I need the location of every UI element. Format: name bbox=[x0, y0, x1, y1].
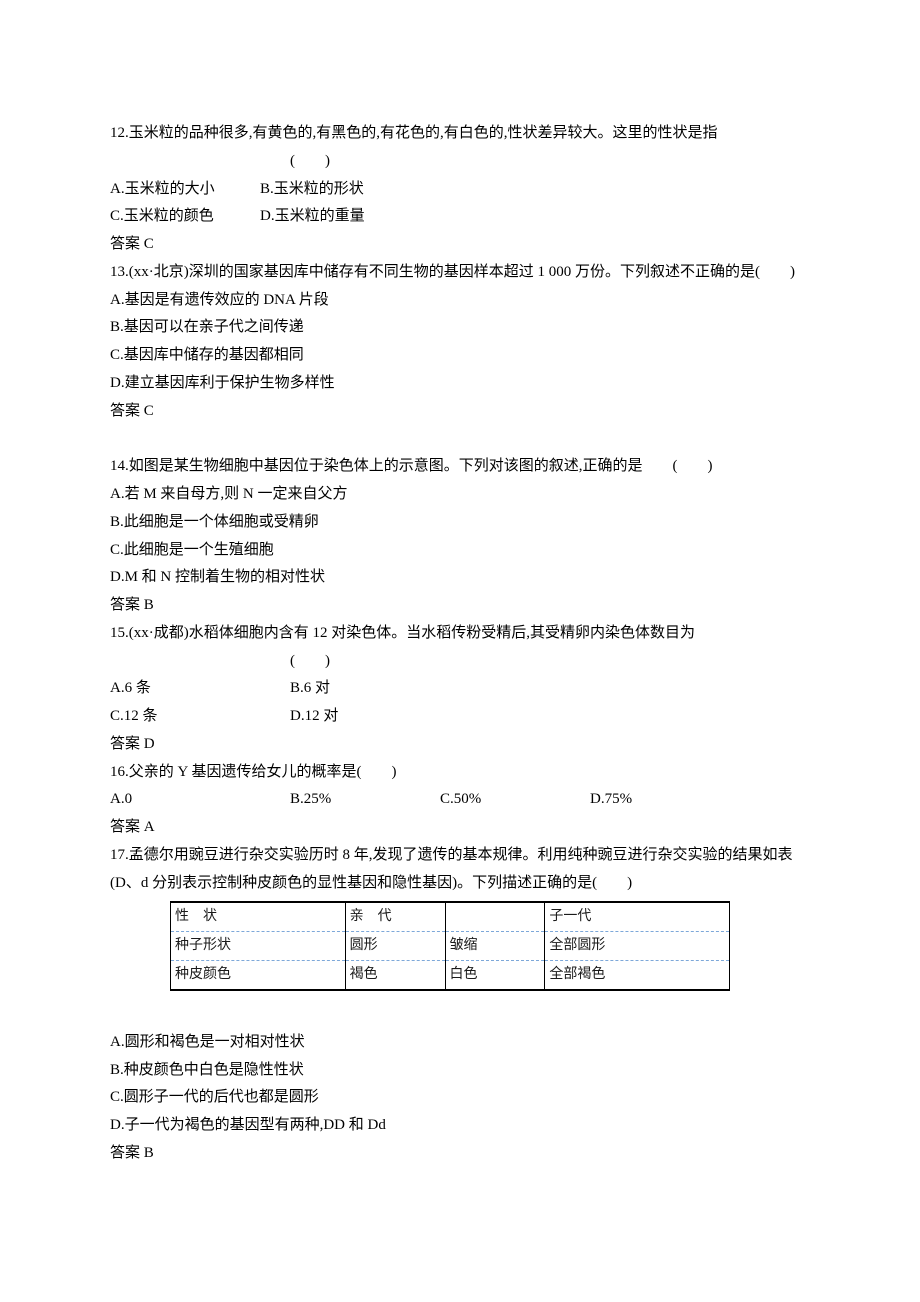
q14-stem: 14.如图是某生物细胞中基因位于染色体上的示意图。下列对该图的叙述,正确的是 (… bbox=[110, 453, 810, 481]
table-row: 种子形状 圆形 皱缩 全部圆形 bbox=[171, 932, 730, 961]
q12-text: 玉米粒的品种很多,有黄色的,有黑色的,有花色的,有白色的,性状差异较大。这里的性… bbox=[129, 125, 718, 141]
q14-text: 如图是某生物细胞中基因位于染色体上的示意图。下列对该图的叙述,正确的是 ( ) bbox=[129, 458, 713, 474]
q12-stem: 12.玉米粒的品种很多,有黄色的,有黑色的,有花色的,有白色的,性状差异较大。这… bbox=[110, 120, 810, 148]
q17-stem: 17.孟德尔用豌豆进行杂交实验历时 8 年,发现了遗传的基本规律。利用纯种豌豆进… bbox=[110, 842, 810, 898]
q16-opt-b: B.25% bbox=[290, 786, 440, 814]
q13-text: (xx·北京)深圳的国家基因库中储存有不同生物的基因样本超过 1 000 万份。… bbox=[129, 264, 795, 280]
q13-opt-d: D.建立基因库利于保护生物多样性 bbox=[110, 370, 810, 398]
q15-answer: 答案 D bbox=[110, 731, 810, 759]
table-cell: 种子形状 bbox=[171, 932, 346, 961]
table-cell: 褐色 bbox=[345, 961, 445, 990]
q12-opt-b: B.玉米粒的形状 bbox=[260, 176, 410, 204]
q15-text: (xx·成都)水稻体细胞内含有 12 对染色体。当水稻传粉受精后,其受精卵内染色… bbox=[129, 625, 695, 641]
q15-stem: 15.(xx·成都)水稻体细胞内含有 12 对染色体。当水稻传粉受精后,其受精卵… bbox=[110, 620, 810, 648]
q17-opt-a: A.圆形和褐色是一对相对性状 bbox=[110, 1029, 810, 1057]
table-cell: 性 状 bbox=[171, 902, 346, 931]
q16-stem: 16.父亲的 Y 基因遗传给女儿的概率是( ) bbox=[110, 759, 810, 787]
q14-answer: 答案 B bbox=[110, 592, 810, 620]
table-cell: 全部圆形 bbox=[545, 932, 730, 961]
q17-opt-b: B.种皮颜色中白色是隐性性状 bbox=[110, 1057, 810, 1085]
table-cell: 皱缩 bbox=[445, 932, 545, 961]
q14-num: 14. bbox=[110, 458, 129, 474]
q17-text: 孟德尔用豌豆进行杂交实验历时 8 年,发现了遗传的基本规律。利用纯种豌豆进行杂交… bbox=[110, 847, 793, 891]
q17-table: 性 状 亲 代 子一代 种子形状 圆形 皱缩 全部圆形 种皮颜色 褐色 白色 全… bbox=[170, 901, 730, 991]
q16-opts: A.0 B.25% C.50% D.75% bbox=[110, 786, 810, 814]
q12-opts-row2: C.玉米粒的颜色 D.玉米粒的重量 bbox=[110, 203, 810, 231]
q17-answer: 答案 B bbox=[110, 1140, 810, 1168]
table-cell: 圆形 bbox=[345, 932, 445, 961]
q15-paren: ( ) bbox=[110, 648, 810, 676]
q12-opt-d: D.玉米粒的重量 bbox=[260, 203, 410, 231]
q14-opt-d: D.M 和 N 控制着生物的相对性状 bbox=[110, 564, 810, 592]
q13-answer: 答案 C bbox=[110, 398, 810, 426]
table-cell: 白色 bbox=[445, 961, 545, 990]
q17-opt-d: D.子一代为褐色的基因型有两种,DD 和 Dd bbox=[110, 1112, 810, 1140]
q16-text: 父亲的 Y 基因遗传给女儿的概率是( ) bbox=[129, 764, 397, 780]
q13-num: 13. bbox=[110, 264, 129, 280]
q16-answer: 答案 A bbox=[110, 814, 810, 842]
q13-opt-b: B.基因可以在亲子代之间传递 bbox=[110, 314, 810, 342]
q12-opt-c: C.玉米粒的颜色 bbox=[110, 203, 260, 231]
q15-opt-a: A.6 条 bbox=[110, 675, 290, 703]
q16-opt-a: A.0 bbox=[110, 786, 290, 814]
q12-answer: 答案 C bbox=[110, 231, 810, 259]
table-cell: 种皮颜色 bbox=[171, 961, 346, 990]
q15-opt-b: B.6 对 bbox=[290, 675, 470, 703]
table-cell: 子一代 bbox=[545, 902, 730, 931]
q15-opt-d: D.12 对 bbox=[290, 703, 470, 731]
q15-opts-row2: C.12 条 D.12 对 bbox=[110, 703, 810, 731]
q16-num: 16. bbox=[110, 764, 129, 780]
table-row: 性 状 亲 代 子一代 bbox=[171, 902, 730, 931]
q13-opt-c: C.基因库中储存的基因都相同 bbox=[110, 342, 810, 370]
q16-opt-d: D.75% bbox=[590, 786, 740, 814]
spacer bbox=[110, 1001, 810, 1029]
q15-num: 15. bbox=[110, 625, 129, 641]
q13-stem: 13.(xx·北京)深圳的国家基因库中储存有不同生物的基因样本超过 1 000 … bbox=[110, 259, 810, 287]
q17-opt-c: C.圆形子一代的后代也都是圆形 bbox=[110, 1084, 810, 1112]
q12-paren: ( ) bbox=[110, 148, 810, 176]
q13-opt-a: A.基因是有遗传效应的 DNA 片段 bbox=[110, 287, 810, 315]
q14-opt-a: A.若 M 来自母方,则 N 一定来自父方 bbox=[110, 481, 810, 509]
table-cell bbox=[445, 902, 545, 931]
q15-opt-c: C.12 条 bbox=[110, 703, 290, 731]
q12-num: 12. bbox=[110, 125, 129, 141]
table-cell: 全部褐色 bbox=[545, 961, 730, 990]
q12-opts-row1: A.玉米粒的大小 B.玉米粒的形状 bbox=[110, 176, 810, 204]
table-cell: 亲 代 bbox=[345, 902, 445, 931]
q14-opt-b: B.此细胞是一个体细胞或受精卵 bbox=[110, 509, 810, 537]
q15-opts-row1: A.6 条 B.6 对 bbox=[110, 675, 810, 703]
table-row: 种皮颜色 褐色 白色 全部褐色 bbox=[171, 961, 730, 990]
q17-num: 17. bbox=[110, 847, 129, 863]
spacer bbox=[110, 425, 810, 453]
q16-opt-c: C.50% bbox=[440, 786, 590, 814]
q14-opt-c: C.此细胞是一个生殖细胞 bbox=[110, 537, 810, 565]
q12-opt-a: A.玉米粒的大小 bbox=[110, 176, 260, 204]
